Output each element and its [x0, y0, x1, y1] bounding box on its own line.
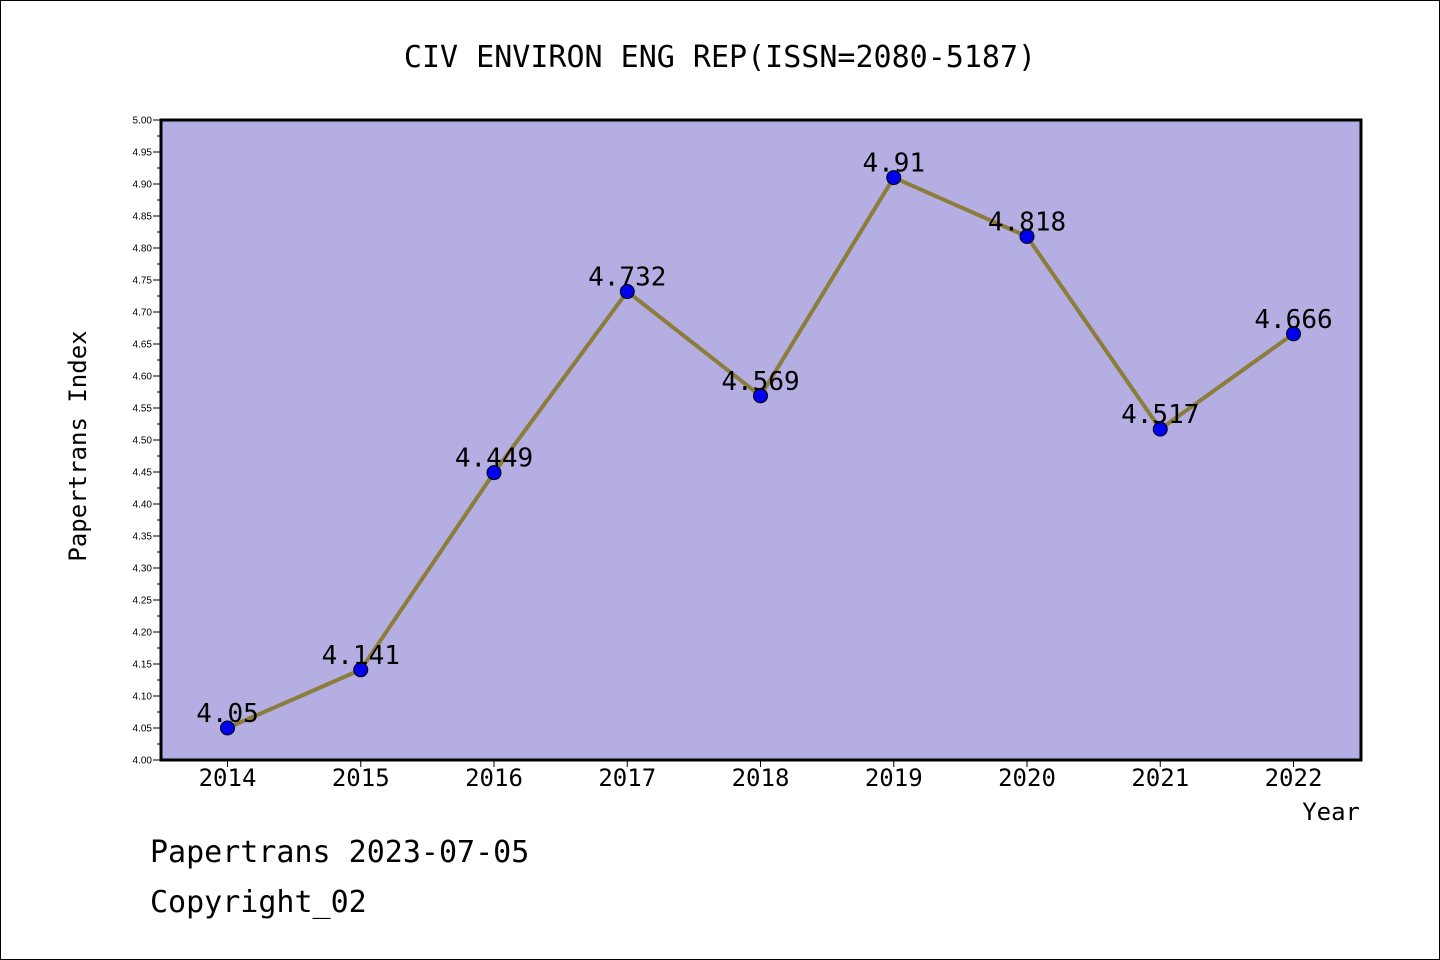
- y-tick-label: 5.00: [133, 116, 153, 127]
- data-point: [1286, 326, 1301, 342]
- data-label: 4.91: [862, 149, 925, 179]
- data-label: 4.517: [1121, 400, 1199, 430]
- y-tick-label: 4.85: [133, 212, 153, 223]
- data-point: [886, 170, 902, 186]
- y-tick-label: 4.35: [133, 532, 153, 543]
- data-label: 4.666: [1254, 305, 1332, 335]
- footer-date: Papertrans 2023-07-05: [150, 835, 530, 870]
- chart-title: CIV ENVIRON ENG REP(ISSN=2080-5187): [404, 40, 1036, 75]
- y-tick-label: 4.10: [133, 692, 153, 703]
- x-axis: 2014 2015 2016 2017 2018 2019 2020 2021 2022: [199, 760, 1323, 792]
- x-tick-label: 2014: [199, 764, 257, 792]
- data-label: 4.141: [322, 641, 400, 671]
- y-axis-label: Papertrans Index: [64, 330, 92, 561]
- data-point: [486, 465, 502, 481]
- y-tick-label: 4.55: [133, 404, 153, 415]
- x-tick-label: 2016: [465, 764, 523, 792]
- x-tick-label: 2022: [1265, 764, 1323, 792]
- y-tick-label: 4.50: [133, 436, 153, 447]
- y-tick-label: 4.75: [133, 276, 153, 287]
- data-label: 4.818: [988, 207, 1066, 237]
- data-point: [220, 720, 235, 736]
- y-tick-label: 4.00: [133, 756, 153, 767]
- y-tick-label: 4.80: [133, 244, 153, 255]
- marker-group: [220, 170, 1301, 736]
- data-point: [753, 388, 768, 404]
- x-tick-label: 2017: [598, 764, 656, 792]
- y-tick-label: 4.40: [133, 500, 153, 511]
- y-tick-label: 4.45: [133, 468, 153, 479]
- y-tick-label: 4.20: [133, 628, 153, 639]
- data-label: 4.569: [721, 367, 799, 397]
- y-tick-label: 4.25: [133, 596, 153, 607]
- data-label: 4.732: [588, 263, 666, 293]
- data-label-group: 4.05 4.141 4.449 4.732 4.569 4.91 4.818 4.517 4.…: [196, 149, 1332, 729]
- data-point: [1019, 228, 1035, 244]
- y-tick-label: 4.95: [133, 148, 153, 159]
- x-tick-label: 2015: [332, 764, 390, 792]
- y-tick-label: 4.15: [133, 660, 153, 671]
- data-label: 4.449: [455, 444, 533, 474]
- y-tick-label: 4.65: [133, 340, 153, 351]
- plot-area: [159, 118, 1363, 762]
- data-point: [353, 662, 369, 678]
- y-tick-label: 4.90: [133, 180, 153, 191]
- x-tick-label: 2018: [732, 764, 790, 792]
- x-tick-label: 2021: [1131, 764, 1189, 792]
- y-tick-label: 4.70: [133, 308, 153, 319]
- y-tick-label: 4.60: [133, 372, 153, 383]
- footer-copyright: Copyright_02: [150, 885, 367, 920]
- y-tick-label: 4.05: [133, 724, 153, 735]
- data-label: 4.05: [196, 699, 259, 729]
- x-tick-label: 2019: [865, 764, 923, 792]
- data-point: [619, 284, 635, 300]
- data-point: [1152, 421, 1168, 437]
- y-axis: 4.00 4.05 4.10 4.15 4.20 4.25 4.30 4.35 4.40 4.45…: [133, 116, 161, 767]
- x-axis-label: Year: [1302, 798, 1360, 826]
- x-tick-label: 2020: [998, 764, 1056, 792]
- y-tick-label: 4.30: [133, 564, 153, 575]
